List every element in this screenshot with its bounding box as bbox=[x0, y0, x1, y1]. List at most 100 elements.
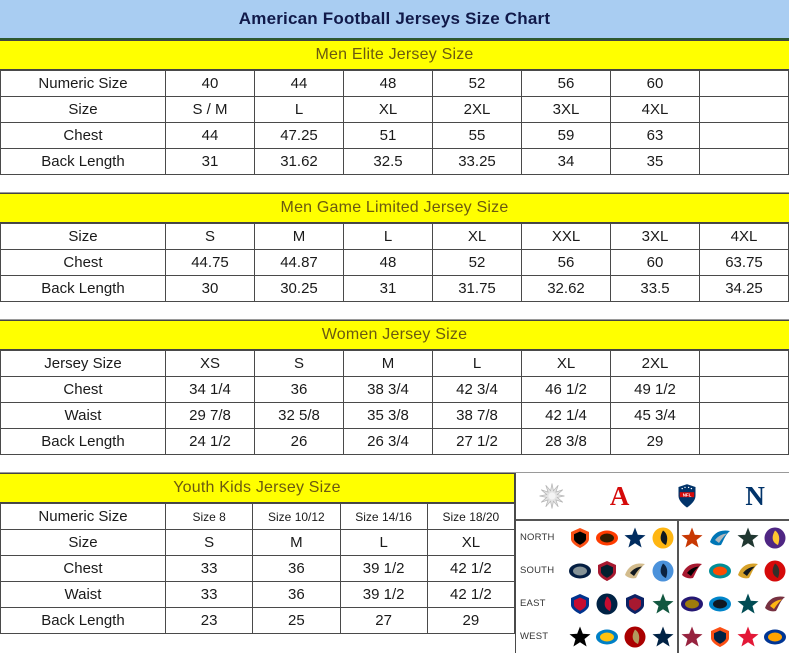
data-cell: Size 18/20 bbox=[426, 503, 516, 530]
section-title: Men Elite Jersey Size bbox=[315, 46, 474, 63]
team-logo-rams-icon bbox=[763, 625, 787, 649]
size-table-youth-kids: Numeric Size Size 8 Size 10/12 Size 14/16 Si… bbox=[0, 503, 516, 634]
data-cell: 55 bbox=[432, 122, 522, 149]
data-cell: 31 bbox=[165, 148, 255, 175]
table-row: Back Length 30 30.25 31 31.75 32.62 33.5 34.25 bbox=[0, 275, 789, 302]
data-cell: Size 10/12 bbox=[252, 503, 341, 530]
size-table-women: Jersey Size XS S M L XL 2XL Chest 34 1/4 36 38 3/4… bbox=[0, 350, 789, 455]
data-cell: 25 bbox=[252, 607, 341, 634]
empty-cell bbox=[699, 148, 789, 175]
empty-cell bbox=[699, 96, 789, 123]
data-cell: 63.75 bbox=[699, 249, 789, 276]
data-cell: L bbox=[343, 223, 433, 250]
team-logo-49ers-icon bbox=[623, 625, 647, 649]
team-logo-patriots-icon bbox=[595, 592, 619, 616]
table-row: Chest 34 1/4 36 38 3/4 42 3/4 46 1/2 49 1/2 bbox=[0, 376, 789, 403]
data-cell: 38 7/8 bbox=[432, 402, 522, 429]
team-logo-vikings-icon bbox=[763, 526, 787, 550]
row-label: Waist bbox=[0, 402, 166, 429]
team-logo-falcons-icon bbox=[680, 559, 704, 583]
nfc-letter: N bbox=[745, 480, 765, 511]
section-spacer bbox=[0, 175, 789, 193]
data-cell: 24 1/2 bbox=[165, 428, 255, 455]
data-cell: 29 bbox=[426, 607, 516, 634]
empty-cell bbox=[699, 122, 789, 149]
table-row: Size S / M L XL 2XL 3XL 4XL bbox=[0, 96, 789, 123]
data-cell: 44 bbox=[165, 122, 255, 149]
team-logo-packers-icon bbox=[736, 526, 760, 550]
division-row: EAST bbox=[516, 587, 789, 620]
data-cell: 52 bbox=[432, 249, 522, 276]
table-row: Waist 33 36 39 1/2 42 1/2 bbox=[0, 581, 516, 608]
team-logo-chiefs-icon bbox=[736, 625, 760, 649]
empty-cell bbox=[699, 376, 789, 403]
row-label: Size bbox=[0, 223, 166, 250]
section-header-women: Women Jersey Size bbox=[0, 320, 789, 350]
data-cell: 36 bbox=[252, 581, 341, 608]
table-row: Chest 33 36 39 1/2 42 1/2 bbox=[0, 555, 516, 582]
team-logo-jaguars-icon bbox=[736, 559, 760, 583]
nfc-team-group bbox=[679, 620, 789, 653]
data-cell: 23 bbox=[164, 607, 254, 634]
data-cell: 45 3/4 bbox=[610, 402, 700, 429]
data-cell: 31.75 bbox=[432, 275, 522, 302]
data-cell: 3XL bbox=[610, 223, 700, 250]
data-cell: 33.5 bbox=[610, 275, 700, 302]
data-cell: 27 1/2 bbox=[432, 428, 522, 455]
afc-letter: A bbox=[609, 480, 630, 511]
data-cell: XXL bbox=[521, 223, 611, 250]
section-spacer bbox=[0, 302, 789, 320]
data-cell: 42 1/4 bbox=[521, 402, 611, 429]
conference-header-row: A NFL N bbox=[516, 473, 789, 521]
data-cell: S / M bbox=[165, 96, 255, 123]
data-cell: 32 5/8 bbox=[254, 402, 344, 429]
data-cell: 42 1/2 bbox=[426, 555, 516, 582]
data-cell: 42 1/2 bbox=[426, 581, 516, 608]
division-label: EAST bbox=[520, 598, 546, 609]
row-label: Back Length bbox=[0, 428, 166, 455]
youth-table-column: Youth Kids Jersey Size Numeric Size Size 8… bbox=[0, 473, 516, 634]
nfc-logo-icon: N bbox=[721, 473, 789, 519]
section-header-men-game-limited: Men Game Limited Jersey Size bbox=[0, 193, 789, 223]
empty-cell bbox=[699, 428, 789, 455]
empty-cell bbox=[699, 70, 789, 97]
row-label: Chest bbox=[0, 249, 166, 276]
row-label: Back Length bbox=[0, 275, 166, 302]
division-row: NORTH bbox=[516, 521, 789, 554]
data-cell: 30.25 bbox=[254, 275, 344, 302]
row-label: Chest bbox=[0, 122, 166, 149]
data-cell: 44.87 bbox=[254, 249, 344, 276]
data-cell: 32.5 bbox=[343, 148, 433, 175]
row-label: Back Length bbox=[0, 148, 166, 175]
data-cell: 30 bbox=[165, 275, 255, 302]
team-logo-cowboys-icon bbox=[568, 559, 592, 583]
table-row: Back Length 24 1/2 26 26 3/4 27 1/2 28 3/8 29 bbox=[0, 428, 789, 455]
bottom-area: Youth Kids Jersey Size Numeric Size Size 8… bbox=[0, 473, 789, 653]
nfl-divisions-panel: A NFL N NORTH SOUTH EAST WEST bbox=[515, 473, 789, 653]
table-row: Chest 44 47.25 51 55 59 63 bbox=[0, 122, 789, 149]
data-cell: 34.25 bbox=[699, 275, 789, 302]
data-cell: 35 bbox=[610, 148, 700, 175]
afc-team-group bbox=[566, 620, 679, 653]
section-title: Men Game Limited Jersey Size bbox=[280, 199, 509, 216]
table-row: Waist 29 7/8 32 5/8 35 3/8 38 7/8 42 1/4 45 3/… bbox=[0, 402, 789, 429]
data-cell: 34 bbox=[521, 148, 611, 175]
empty-cell bbox=[699, 350, 789, 377]
page-title: American Football Jerseys Size Chart bbox=[238, 9, 551, 28]
data-cell: L bbox=[254, 96, 344, 123]
chart-title-bar: American Football Jerseys Size Chart bbox=[0, 0, 789, 40]
team-logo-panthers-icon bbox=[708, 592, 732, 616]
table-row: Size S M L XL bbox=[0, 529, 516, 556]
afc-logo-icon: A bbox=[586, 473, 654, 519]
team-logo-buccaneers-icon bbox=[763, 559, 787, 583]
team-logo-bengals-icon bbox=[568, 526, 592, 550]
data-cell: S bbox=[254, 350, 344, 377]
table-row: Back Length 31 31.62 32.5 33.25 34 35 bbox=[0, 148, 789, 175]
team-logo-jets-icon bbox=[651, 592, 675, 616]
team-logo-ravens-icon bbox=[680, 592, 704, 616]
data-cell: M bbox=[343, 350, 433, 377]
data-cell: 63 bbox=[610, 122, 700, 149]
data-cell: M bbox=[254, 223, 344, 250]
data-cell: 39 1/2 bbox=[339, 555, 428, 582]
data-cell: 2XL bbox=[432, 96, 522, 123]
